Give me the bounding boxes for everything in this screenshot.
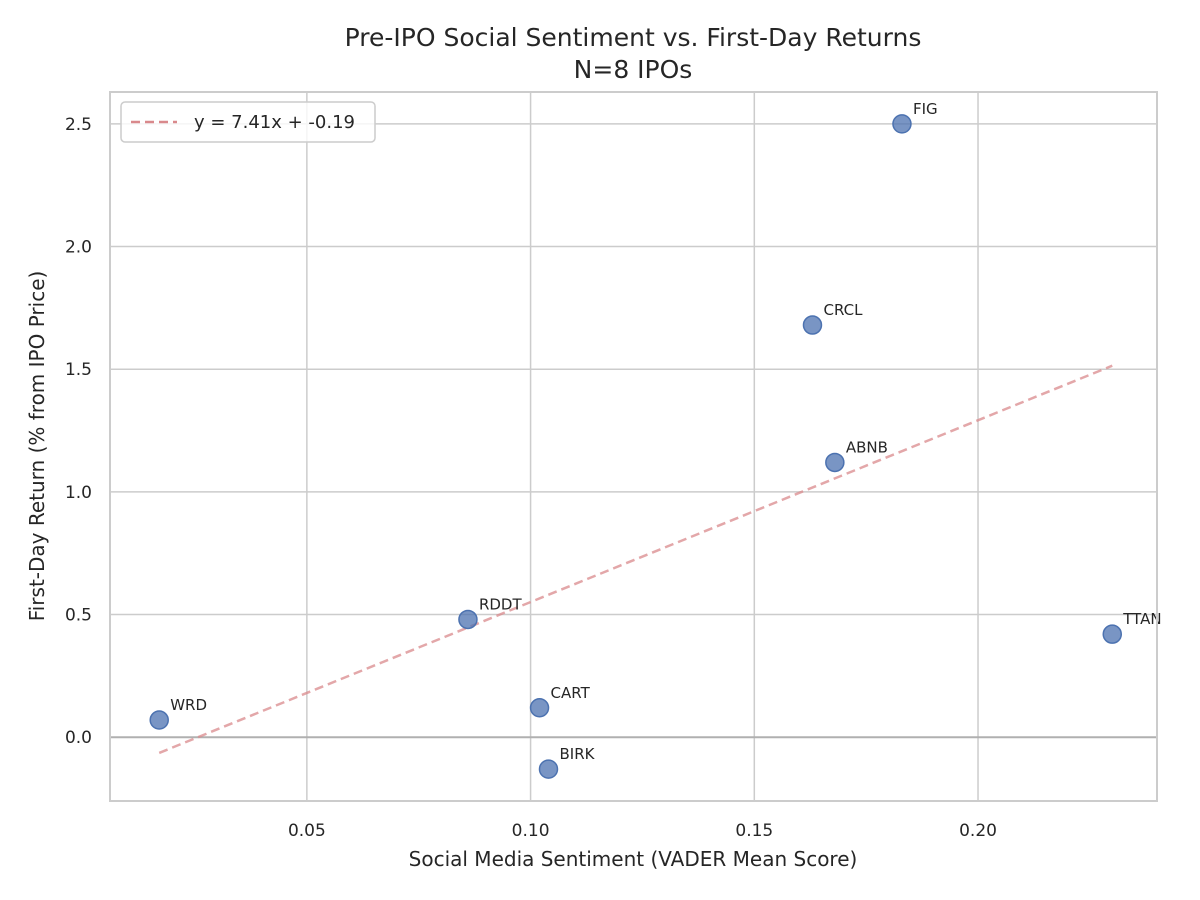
x-tick-label: 0.15 [735, 821, 773, 841]
y-tick-label: 0.5 [65, 606, 92, 626]
data-points [149, 114, 1123, 779]
y-tick-label: 0.0 [65, 728, 92, 748]
axis-ticks: 0.05 0.10 0.15 0.20 0.0 0.5 1.0 1.5 2.0 2.5 [65, 115, 997, 841]
legend-trendline-label: y = 7.41x + -0.19 [194, 112, 355, 133]
legend-box [120, 101, 376, 143]
point-label-cart: CART [551, 684, 591, 702]
x-tick-label: 0.20 [959, 821, 997, 841]
point-labels: FIG CRCL ABNB RDDT TTAN CART WRD BIRK [170, 100, 1161, 763]
trendline [158, 364, 1113, 755]
point-label-fig: FIG [913, 100, 938, 118]
trendline-group [158, 364, 1113, 755]
legend: y = 7.41x + -0.19 [120, 101, 376, 143]
y-tick-label: 2.0 [65, 238, 92, 258]
point-label-ttan: TTAN [1122, 610, 1161, 628]
point-label-abnb: ABNB [846, 438, 888, 456]
data-point-cart [529, 698, 550, 718]
chart-title: Pre-IPO Social Sentiment vs. First-Day R… [345, 23, 922, 52]
data-point-wrd [149, 710, 169, 730]
y-axis-label: First-Day Return (% from IPO Price) [25, 271, 49, 622]
x-tick-label: 0.05 [288, 821, 326, 841]
data-point-abnb [825, 452, 845, 473]
grid-lines [110, 92, 1157, 801]
point-label-birk: BIRK [559, 745, 595, 763]
point-label-rddt: RDDT [479, 595, 523, 613]
y-tick-label: 1.5 [65, 360, 92, 380]
data-point-crcl [802, 315, 823, 335]
data-point-birk [538, 759, 559, 779]
x-axis-label: Social Media Sentiment (VADER Mean Score… [409, 847, 858, 871]
chart-subtitle: N=8 IPOs [574, 55, 693, 84]
data-point-ttan [1102, 624, 1123, 644]
data-point-fig [892, 114, 912, 134]
point-label-crcl: CRCL [823, 301, 863, 319]
point-label-wrd: WRD [170, 696, 207, 714]
y-tick-label: 1.0 [65, 483, 92, 503]
x-tick-label: 0.10 [512, 821, 550, 841]
data-point-rddt [458, 609, 478, 630]
y-tick-label: 2.5 [65, 115, 92, 135]
plot-frame [109, 91, 1158, 802]
